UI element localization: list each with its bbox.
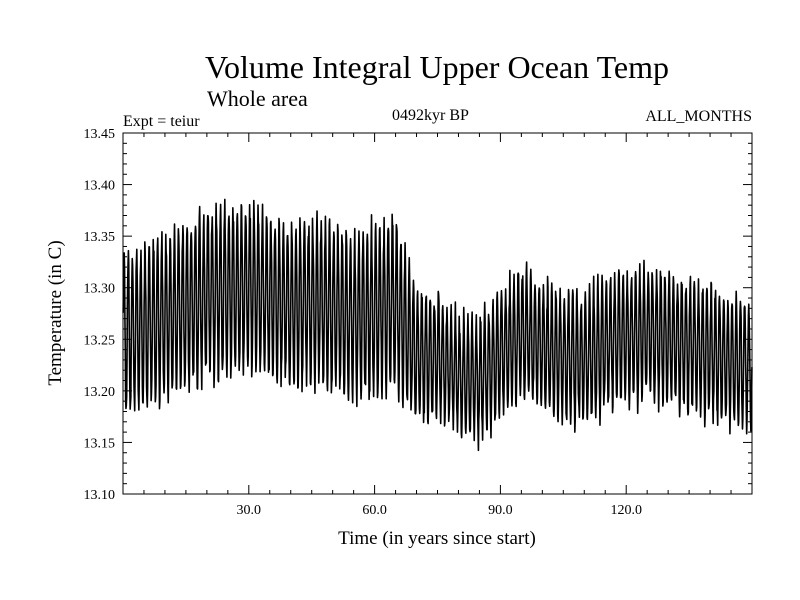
- chart-subtitle: Whole area: [207, 86, 308, 111]
- chart-title: Volume Integral Upper Ocean Temp: [205, 49, 669, 85]
- y-tick-label: 13.35: [84, 230, 116, 245]
- period-label: 0492kyr BP: [392, 107, 469, 124]
- experiment-label: Expt = teiur: [123, 113, 200, 130]
- series-group: [122, 198, 753, 452]
- series-line: [122, 198, 753, 452]
- y-tick-label: 13.25: [84, 333, 116, 348]
- y-tick-label: 13.10: [84, 488, 116, 503]
- x-tick-label: 90.0: [488, 503, 513, 518]
- y-tick-label: 13.40: [84, 179, 116, 194]
- x-tick-label: 120.0: [610, 503, 642, 518]
- x-tick-label: 30.0: [237, 503, 262, 518]
- x-axis: 30.0 60.0 90.0 120.0: [143, 133, 732, 518]
- y-axis: 13.10 13.15 13.20 13.25 13.30 13.35 13.40 13.45: [84, 127, 752, 503]
- y-tick-label: 13.20: [84, 385, 116, 400]
- months-label: ALL_MONTHS: [645, 108, 752, 125]
- x-axis-title: Time (in years since start): [338, 528, 536, 549]
- y-tick-label: 13.45: [84, 127, 116, 142]
- y-axis-title: Temperature (in C): [45, 240, 66, 385]
- y-tick-label: 13.15: [84, 436, 116, 451]
- y-tick-label: 13.30: [84, 282, 116, 297]
- x-tick-label: 60.0: [362, 503, 387, 518]
